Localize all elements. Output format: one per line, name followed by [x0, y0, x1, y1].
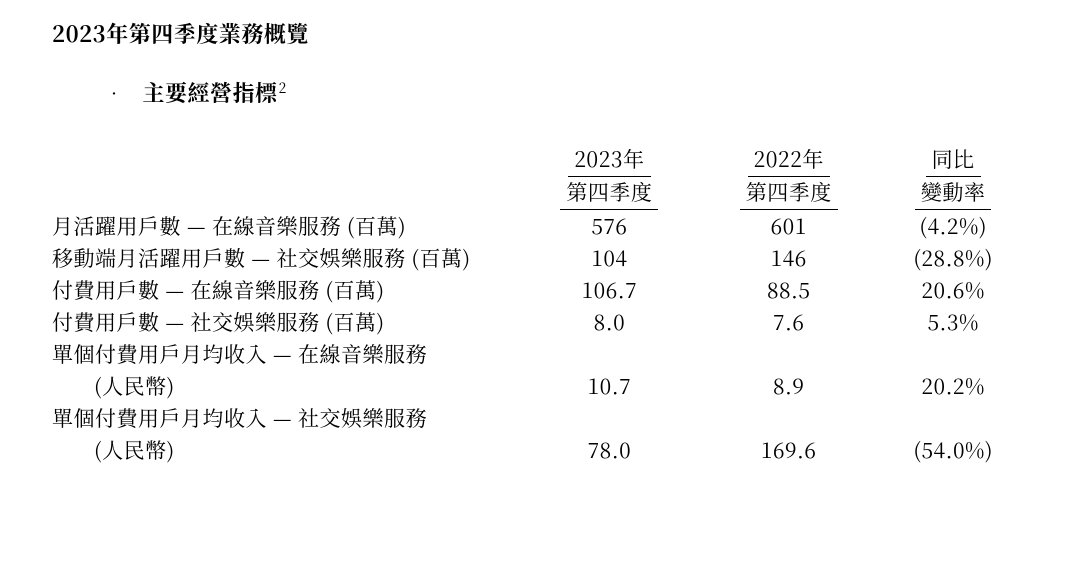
row-c1: 8.0: [520, 306, 699, 338]
row-label: 單個付費用戶月均收入 — 在線音樂服務: [52, 338, 520, 370]
row-c2: 146: [699, 242, 878, 274]
table-row: 付費用戶數 — 在線音樂服務 (百萬) 106.7 88.5 20.6%: [52, 274, 1028, 306]
col2-header-line2: 第四季度: [699, 177, 878, 210]
row-c2: [699, 338, 878, 370]
table-row: (人民幣) 10.7 8.9 20.2%: [52, 370, 1028, 402]
row-c1: 10.7: [520, 370, 699, 402]
row-c3: [878, 338, 1028, 370]
footnote-mark: 2: [279, 78, 287, 98]
bullet-icon: •: [104, 83, 125, 103]
row-label: 付費用戶數 — 社交娛樂服務 (百萬): [52, 306, 520, 338]
row-c1: [520, 402, 699, 434]
subheading: 主要經營指標2: [143, 77, 287, 108]
table-header-row-1: 2023年 2022年 同比: [52, 142, 1028, 177]
row-c3: (4.2%): [878, 210, 1028, 242]
row-c1: 78.0: [520, 434, 699, 466]
row-c3: (28.8%): [878, 242, 1028, 274]
row-c2: 8.9: [699, 370, 878, 402]
row-label: 移動端月活躍用戶數 — 社交娛樂服務 (百萬): [52, 242, 520, 274]
col2-header-line1: 2022年: [699, 142, 878, 177]
row-c3: (54.0%): [878, 434, 1028, 466]
metrics-table: 2023年 2022年 同比 第四季度 第四季度 變動率 月活躍用戶數 — 在線…: [52, 142, 1028, 466]
row-label: (人民幣): [52, 434, 520, 466]
col3-header-line2: 變動率: [878, 177, 1028, 210]
subheading-text: 主要經營指標: [143, 77, 278, 108]
row-c3: [878, 402, 1028, 434]
table-row: 移動端月活躍用戶數 — 社交娛樂服務 (百萬) 104 146 (28.8%): [52, 242, 1028, 274]
table-row: 付費用戶數 — 社交娛樂服務 (百萬) 8.0 7.6 5.3%: [52, 306, 1028, 338]
row-c1: [520, 338, 699, 370]
row-label: 單個付費用戶月均收入 — 社交娛樂服務: [52, 402, 520, 434]
col1-header-line1: 2023年: [520, 142, 699, 177]
row-c2: 7.6: [699, 306, 878, 338]
row-label: 月活躍用戶數 — 在線音樂服務 (百萬): [52, 210, 520, 242]
row-c1: 106.7: [520, 274, 699, 306]
subheading-row: • 主要經營指標2: [104, 77, 1028, 108]
table-header-row-2: 第四季度 第四季度 變動率: [52, 177, 1028, 210]
row-label: 付費用戶數 — 在線音樂服務 (百萬): [52, 274, 520, 306]
table-row: 單個付費用戶月均收入 — 在線音樂服務: [52, 338, 1028, 370]
row-c3: 20.2%: [878, 370, 1028, 402]
table-row: 月活躍用戶數 — 在線音樂服務 (百萬) 576 601 (4.2%): [52, 210, 1028, 242]
row-c2: 601: [699, 210, 878, 242]
table-row: (人民幣) 78.0 169.6 (54.0%): [52, 434, 1028, 466]
row-label: (人民幣): [52, 370, 520, 402]
table-row: 單個付費用戶月均收入 — 社交娛樂服務: [52, 402, 1028, 434]
row-c3: 5.3%: [878, 306, 1028, 338]
col1-header-line2: 第四季度: [520, 177, 699, 210]
page-title: 2023年第四季度業務概覽: [52, 18, 1028, 49]
row-c1: 576: [520, 210, 699, 242]
row-c3: 20.6%: [878, 274, 1028, 306]
row-c1: 104: [520, 242, 699, 274]
row-c2: 88.5: [699, 274, 878, 306]
row-c2: 169.6: [699, 434, 878, 466]
row-c2: [699, 402, 878, 434]
col3-header-line1: 同比: [878, 142, 1028, 177]
